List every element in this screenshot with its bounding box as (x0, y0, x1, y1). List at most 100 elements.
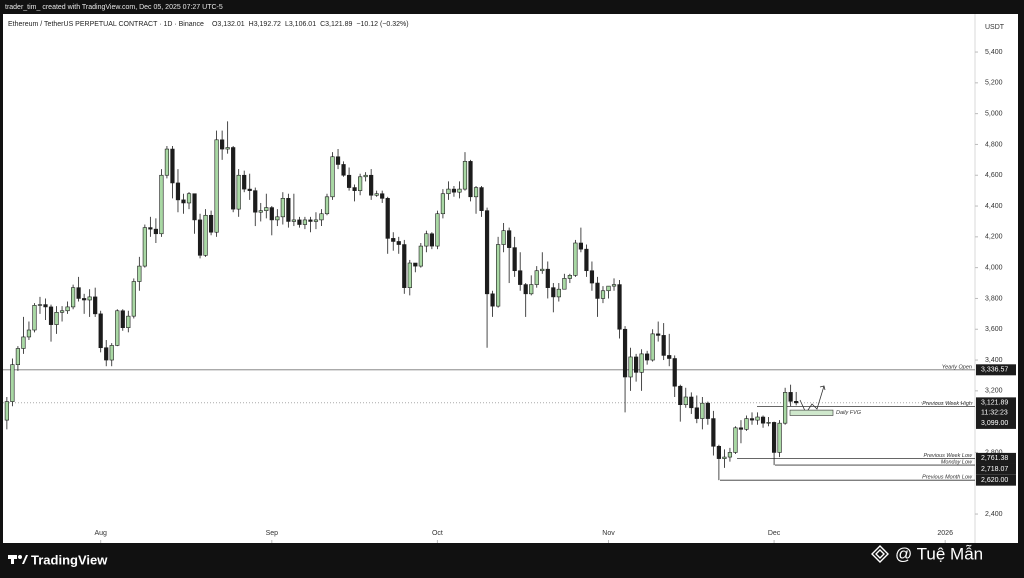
candle-body (633, 356, 639, 373)
candle-body (82, 298, 87, 301)
candle-body (186, 193, 192, 204)
y-tick-label: 4,800 (985, 141, 1003, 148)
candle-body (330, 156, 335, 198)
y-tick-label: 5,400 (985, 49, 1003, 56)
candle-body (744, 418, 749, 430)
candle-body (606, 285, 611, 292)
candle-body (264, 207, 269, 211)
x-tick-label: 2026 (937, 530, 953, 537)
candle-body (429, 233, 434, 247)
y-tick-label: 2,800 (985, 449, 1003, 456)
candle-body (236, 174, 241, 210)
candle-body (208, 214, 214, 233)
candle-body (302, 219, 308, 225)
candle-body (131, 281, 136, 317)
candle-body (324, 196, 330, 215)
candle-body (43, 304, 48, 308)
y-tick-label: 3,200 (985, 388, 1003, 395)
candle-body (556, 288, 561, 298)
candle-body (374, 193, 379, 196)
candle-body (319, 213, 324, 221)
candle-body (545, 268, 550, 288)
candle-body (253, 190, 258, 213)
candle-body (54, 312, 59, 325)
candle-body (689, 396, 694, 409)
candle-body (231, 147, 236, 210)
y-axis-label: USDT (985, 24, 1005, 31)
candle-body (512, 247, 517, 272)
candle-body (683, 396, 688, 406)
candle-body (335, 156, 341, 165)
candle-body (269, 207, 274, 221)
candle-body (291, 219, 296, 222)
candle-body (518, 270, 523, 285)
candle-body (755, 416, 760, 421)
candle-body (424, 233, 429, 247)
candle-body (275, 216, 280, 221)
level-badge (976, 364, 1016, 376)
candle-body (672, 358, 677, 387)
legend-title: Ethereum / TetherUS PERPETUAL CONTRACT ·… (8, 21, 204, 28)
fvg-box (789, 409, 834, 416)
watermark: @ Tuệ Mẫn (895, 544, 983, 563)
candle-body (297, 219, 302, 225)
candle-body (578, 242, 584, 250)
candle-body (286, 198, 291, 222)
candle-body (220, 139, 225, 150)
legend-close: C3,121.89 (320, 21, 352, 28)
candle-body (462, 161, 468, 190)
candle-body (584, 248, 589, 272)
level-badge (976, 463, 1016, 475)
candle-body (479, 187, 484, 211)
candle-body (645, 353, 650, 361)
candle-body (617, 284, 622, 330)
x-tick-label: Dec (768, 530, 781, 537)
candle-body (313, 219, 319, 222)
level-name: Previous Week High (922, 401, 972, 407)
candle-body (247, 188, 252, 191)
candle-body (363, 174, 368, 178)
x-tick-label: Sep (266, 530, 279, 537)
level-name: Monday Low (941, 460, 973, 466)
candle-body (529, 284, 534, 295)
candle-body (164, 148, 170, 176)
y-tick-label: 2,400 (985, 511, 1003, 518)
candle-body (562, 278, 567, 290)
candle-body (705, 402, 710, 419)
candle-body (137, 265, 142, 282)
level-label: 2,620.00 (981, 477, 1008, 484)
level-badge (976, 474, 1016, 486)
candle-body (788, 392, 793, 402)
countdown: 11:32:23 (981, 410, 1008, 417)
legend-high: H3,192.72 (249, 21, 281, 28)
candle-body (600, 290, 606, 299)
candle-body (794, 401, 799, 404)
candle-body (98, 313, 103, 349)
last-price-badge (976, 397, 1016, 419)
candle-body (551, 287, 556, 298)
candle-body (749, 418, 755, 421)
candle-body (656, 333, 661, 336)
candle-body (203, 214, 208, 256)
y-tick-label: 4,000 (985, 264, 1003, 271)
level-label: 2,761.38 (981, 455, 1008, 462)
candle-body (496, 244, 501, 307)
plot-background (3, 14, 1018, 543)
y-tick-label: 3,400 (985, 357, 1003, 364)
legend: Ethereum / TetherUS PERPETUAL CONTRACT ·… (8, 21, 409, 28)
candle-body (738, 427, 744, 430)
candle-body (573, 242, 578, 276)
credit: trader_tim_ created with TradingView.com… (5, 4, 223, 11)
candle-body (192, 193, 197, 221)
y-tick-label: 3,800 (985, 295, 1003, 302)
candle-body (694, 407, 699, 419)
candle-body (4, 401, 9, 421)
candle-body (396, 241, 401, 245)
candle-body (716, 445, 721, 459)
candle-body (771, 422, 777, 453)
candle-body (142, 227, 147, 267)
candle-body (48, 306, 54, 325)
last-price-label: 3,121.89 (981, 400, 1008, 407)
